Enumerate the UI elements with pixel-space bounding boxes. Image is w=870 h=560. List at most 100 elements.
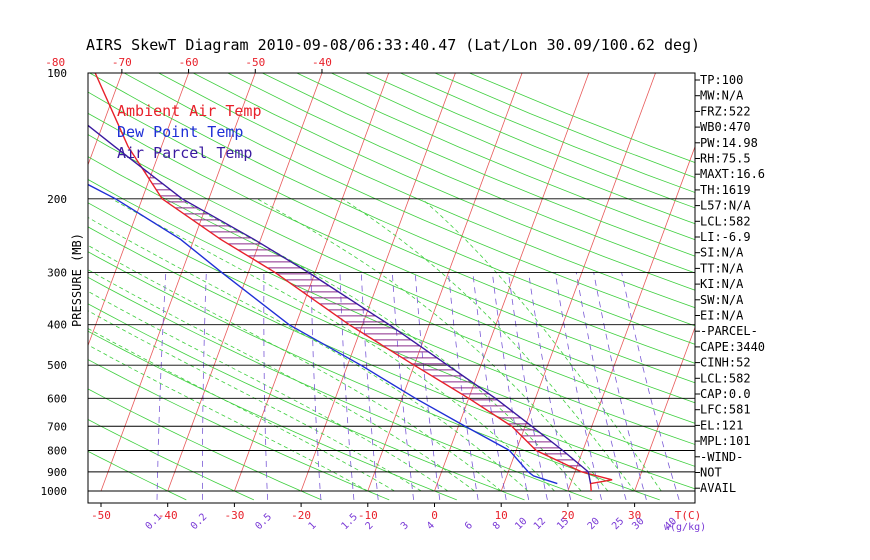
mixing-ratio-label: 0.2 (189, 512, 210, 533)
dry-adiabat-line (88, 91, 695, 364)
dry-adiabat-line (88, 303, 525, 501)
bottom-temp-tick-label: 0 (431, 509, 438, 522)
parcel-temp-line (88, 124, 592, 484)
isotherm-line (234, 73, 390, 492)
x-unit-label: T(C) (675, 509, 702, 522)
isotherm-line (167, 73, 323, 492)
moist-adiabat-line (421, 198, 662, 492)
mixing-ratio-line (339, 272, 355, 500)
dry-adiabat-line (262, 73, 695, 257)
isotherm-line (367, 73, 523, 492)
mixing-ratio-label: 12 (532, 516, 548, 532)
dry-adiabat-line (296, 73, 695, 241)
isotherm-line (768, 73, 870, 491)
index-value: EI:N/A (700, 309, 744, 323)
dry-adiabat-line (88, 112, 695, 384)
mixing-ratio-unit-label: w(g/kg) (664, 522, 706, 533)
mixing-ratio-label: 20 (586, 516, 602, 532)
top-temp-tick-label: -40 (312, 56, 332, 69)
pressure-tick-label: 300 (47, 266, 67, 279)
mixing-ratio-label: 0.5 (254, 512, 275, 533)
index-value: CINH:52 (700, 356, 751, 370)
index-value: CAP:0.0 (700, 387, 751, 401)
dewpoint-line (88, 183, 558, 485)
index-value: PW:14.98 (700, 136, 758, 150)
pressure-tick-label: 800 (47, 444, 67, 457)
index-value: -WIND- (700, 450, 743, 464)
bottom-temp-tick-label: -30 (224, 509, 244, 522)
dry-adiabat-line (88, 202, 695, 467)
index-value: LI:-6.9 (700, 230, 751, 244)
bottom-temp-tick-label: -40 (158, 509, 178, 522)
ambient-temp-line (94, 73, 613, 492)
index-value: KI:N/A (700, 277, 744, 291)
top-temp-tick-label: -80 (45, 56, 65, 69)
dry-adiabat-line (88, 450, 187, 501)
mixing-ratio-label: 3 (399, 520, 411, 532)
isotherm-line (300, 73, 456, 492)
index-value: WB0:470 (700, 120, 751, 134)
mixing-ratio-line (508, 272, 548, 500)
mixing-ratio-line (263, 272, 268, 500)
chart-title: AIRS SkewT Diagram 2010-09-08/06:33:40.4… (86, 36, 700, 54)
index-value: -PARCEL- (700, 324, 758, 338)
isotherm-line (500, 73, 656, 492)
y-axis-label: PRESSURE (MB) (70, 233, 84, 327)
bottom-temp-tick-label: -10 (358, 509, 378, 522)
index-value: MPL:101 (700, 434, 751, 448)
dry-adiabat-line (434, 73, 695, 178)
pressure-tick-label: 600 (47, 392, 67, 405)
top-temp-tick-label: -60 (179, 56, 199, 69)
index-value: TT:N/A (700, 261, 744, 275)
dry-adiabat-line (158, 73, 695, 309)
bottom-temp-tick-label: 20 (561, 509, 574, 522)
dry-adiabat-line (193, 73, 695, 291)
index-value: EL:121 (700, 418, 743, 432)
index-value: NOT (700, 466, 722, 480)
dry-adiabat-line (227, 73, 695, 274)
mixing-ratio-line (391, 272, 415, 500)
index-value: MAXT:16.6 (700, 167, 765, 181)
pressure-tick-label: 200 (47, 193, 67, 206)
index-value: SW:N/A (700, 293, 744, 307)
legend-entry: Dew Point Temp (117, 123, 243, 141)
dry-adiabat-line (88, 388, 322, 501)
index-value: AVAIL (700, 481, 736, 495)
mixing-ratio-line (554, 272, 602, 500)
isotherm-line (567, 145, 695, 492)
pressure-tick-label: 500 (47, 359, 67, 372)
dry-adiabat-line (88, 179, 695, 445)
isotherm-line (100, 73, 256, 492)
dry-adiabat-line (88, 418, 255, 501)
index-value: FRZ:522 (700, 104, 751, 118)
mixing-ratio-line (621, 272, 680, 501)
bottom-temp-tick-label: 10 (495, 509, 508, 522)
index-value: CAPE:3440 (700, 340, 765, 354)
bottom-temp-tick-label: 30 (628, 509, 641, 522)
moist-adiabat-line (178, 198, 582, 492)
mixing-ratio-line (472, 272, 507, 500)
dry-adiabat-line (89, 73, 695, 345)
pressure-tick-label: 100 (47, 67, 67, 80)
mixing-ratio-line (360, 272, 379, 500)
plot-frame (87, 72, 696, 504)
pressure-tick-label: 400 (47, 319, 67, 332)
dry-adiabat-line (88, 276, 593, 501)
mixing-ratio-label: 1 (307, 520, 319, 532)
index-value: TH:1619 (700, 183, 751, 197)
dry-adiabat-line (365, 73, 695, 209)
moist-adiabat-line (88, 216, 529, 492)
mixing-ratio-line (448, 272, 479, 500)
mixing-ratio-line (528, 272, 572, 500)
isotherm-line (835, 73, 870, 491)
dry-adiabat-line (88, 156, 695, 424)
mixing-ratio-line (593, 272, 647, 501)
pressure-tick-label: 700 (47, 420, 67, 433)
dry-adiabat-line (88, 330, 457, 501)
pressure-tick-label: 1000 (41, 485, 68, 498)
top-temp-tick-label: -50 (245, 56, 265, 69)
dry-adiabat-line (88, 359, 390, 501)
mixing-ratio-line (491, 272, 530, 500)
moist-adiabat-line (88, 269, 475, 492)
